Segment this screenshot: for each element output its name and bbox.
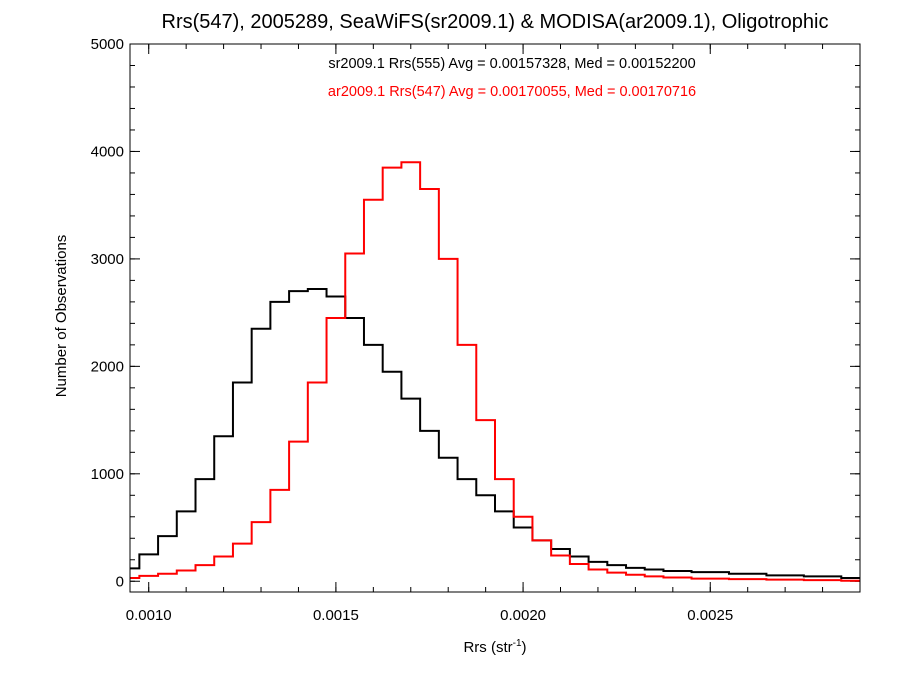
y-tick-label: 0: [116, 573, 124, 590]
x-tick-label: 0.0025: [687, 607, 733, 624]
y-tick-label: 5000: [91, 36, 124, 53]
chart-title: Rrs(547), 2005289, SeaWiFS(sr2009.1) & M…: [162, 11, 829, 33]
x-tick-label: 0.0015: [313, 607, 359, 624]
plot-frame: [129, 43, 861, 593]
y-tick-label: 4000: [91, 143, 124, 160]
y-tick-label: 3000: [91, 251, 124, 268]
x-tick-label: 0.0010: [126, 607, 172, 624]
annotation-series-b-stats: ar2009.1 Rrs(547) Avg = 0.00170055, Med …: [328, 84, 696, 100]
x-axis-label-close: ): [522, 639, 527, 656]
y-axis-label: Number of Observations: [53, 235, 70, 398]
x-axis-label-main: Rrs (str: [463, 639, 512, 656]
series-line-sr2009: [130, 287, 860, 580]
series-layer: [130, 161, 860, 582]
y-tick-label: 2000: [91, 358, 124, 375]
y-tick-label: 1000: [91, 466, 124, 483]
x-tick-label: 0.0020: [500, 607, 546, 624]
tick-layer: 0.0010 0.0015 0.0020 0.0025 0 1000 2000 3000 400…: [91, 36, 861, 624]
series-line-ar2009: [130, 161, 860, 582]
x-axis-label-superscript: -1: [513, 638, 522, 649]
x-axis-label: Rrs (str-1): [463, 638, 526, 656]
annotation-series-a-stats: sr2009.1 Rrs(555) Avg = 0.00157328, Med …: [328, 56, 695, 72]
